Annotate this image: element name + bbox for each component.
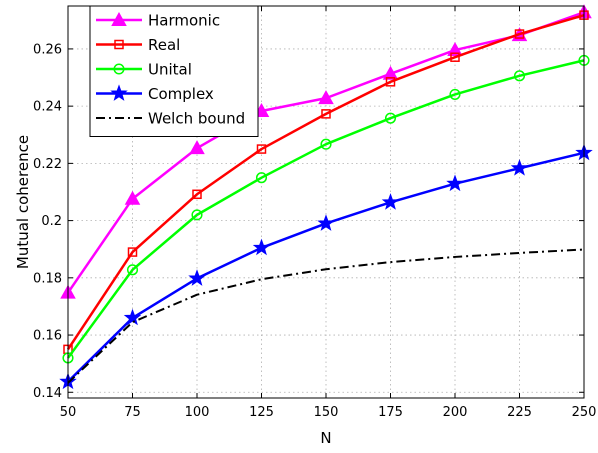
data-point-unital [255,172,268,184]
data-point-unital [513,70,526,82]
data-point-complex [188,269,206,286]
legend-box [89,5,259,137]
y-tick-label: 0.16 [33,329,62,344]
data-point-harmonic [447,42,463,57]
x-tick-label: 125 [249,405,274,420]
y-tick-label: 0.26 [33,42,62,57]
x-tick-label: 100 [185,405,210,420]
x-tick-label: 50 [60,405,77,420]
legend-item-harmonic: Harmonic [96,12,220,30]
legend-item-unital: Unital [96,61,192,79]
y-tick-label: 0.18 [33,271,62,286]
data-point-complex [252,238,271,256]
legend-marker-unital [113,63,125,75]
data-point-unital [384,112,397,124]
data-point-real [450,52,460,62]
data-point-complex [510,159,529,176]
legend-item-real: Real [96,36,180,54]
series-complex [59,143,593,390]
data-point-complex [123,308,142,326]
data-point-real [127,247,138,257]
data-point-real [256,144,267,154]
x-tick-label: 225 [507,405,532,420]
x-tick-label: 75 [124,405,141,420]
y-axis-title: Mutual coherence [14,135,32,269]
data-point-harmonic [189,140,205,155]
series-line-welch-bound [67,248,585,384]
y-tick-label: 0.24 [33,100,62,115]
data-point-real [321,109,331,119]
data-point-harmonic [124,190,141,205]
y-tick-label: 0.22 [33,157,62,172]
x-axis-title: N [320,429,331,447]
series-line-unital [66,59,585,359]
series-real [63,10,589,355]
plot-series [59,4,593,390]
legend-label-welch-bound: Welch bound [148,110,245,128]
data-point-unital [320,138,332,150]
legend-marker-complex [110,84,128,101]
data-point-complex [317,214,335,231]
y-tick-label: 0.2 [41,214,62,229]
x-tick-label: 250 [572,405,597,420]
data-point-unital [449,88,461,100]
legend-item-welch-bound: Welch bound [96,110,245,128]
series-welch-bound [67,248,585,384]
data-point-real [514,29,525,39]
legend-label-unital: Unital [148,61,192,79]
legend-marker-real [114,39,124,50]
legend-label-complex: Complex [148,85,214,103]
data-point-unital [126,264,139,276]
data-point-harmonic [382,65,399,80]
x-tick-label: 150 [314,405,339,420]
data-point-real [192,189,202,200]
legend: Harmonic Real Unital Complex Welch bound [89,5,259,137]
axis-ticks: 50 75 100 125 150 175 200 225 250 0.14 0.16 0.18 0.2… [33,6,596,420]
legend-item-complex: Complex [96,84,214,103]
legend-label-harmonic: Harmonic [148,12,220,30]
data-point-real [385,77,396,87]
data-point-complex [446,174,464,192]
y-tick-label: 0.14 [33,386,62,401]
data-point-harmonic [318,90,334,105]
legend-label-real: Real [148,36,180,54]
data-point-unital [191,209,203,221]
legend-marker-harmonic [111,11,127,26]
data-point-complex [381,193,400,210]
series-line-real [66,13,585,351]
x-tick-label: 200 [443,405,468,420]
x-tick-label: 175 [378,405,403,420]
